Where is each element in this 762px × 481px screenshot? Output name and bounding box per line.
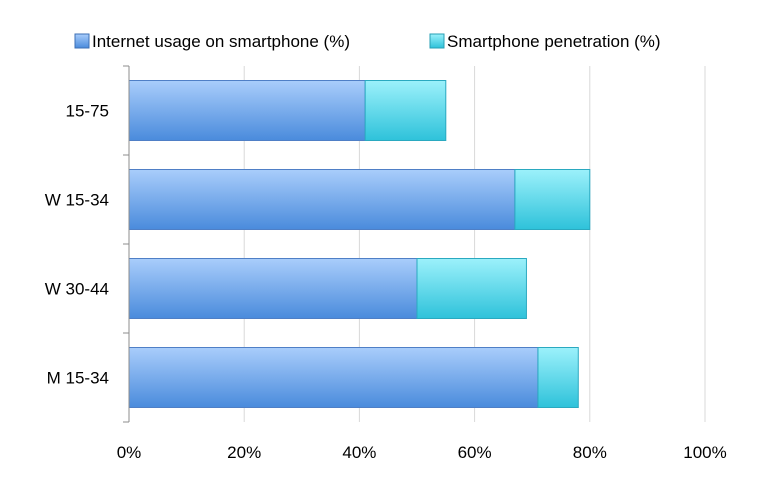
category-label: 15-75 (66, 102, 109, 121)
legend-label-internet-usage: Internet usage on smartphone (%) (92, 32, 350, 51)
bar-w-30-44-series-1 (128, 258, 418, 319)
category-label: W 15-34 (45, 191, 109, 210)
y-axis-ticks (123, 65, 129, 423)
category-label: M 15-34 (47, 369, 109, 388)
x-tick-label: 20% (227, 443, 261, 462)
bar-w-30-44-series-2 (416, 258, 527, 319)
x-tick-label: 0% (117, 443, 142, 462)
legend: Internet usage on smartphone (%) Smartph… (74, 32, 661, 51)
bars (128, 80, 591, 408)
x-tick-label: 100% (683, 443, 726, 462)
x-tick-label: 40% (342, 443, 376, 462)
axes (123, 65, 130, 423)
legend-swatch-smartphone-penetration (429, 33, 445, 49)
category-label: W 30-44 (45, 280, 109, 299)
x-tick-label: 60% (458, 443, 492, 462)
bar-w-15-34-series-1 (128, 169, 516, 230)
category-labels: 15-75 W 15-34 W 30-44 M 15-34 (45, 102, 109, 388)
x-tick-label: 80% (573, 443, 607, 462)
bar-w-15-34-series-2 (514, 169, 591, 230)
legend-label-smartphone-penetration: Smartphone penetration (%) (447, 32, 661, 51)
x-axis-tick-labels: 0% 20% 40% 60% 80% 100% (117, 443, 727, 462)
bar-m-15-34-series-1 (128, 347, 539, 408)
bar-15-75-series-1 (128, 80, 366, 141)
bar-m-15-34-series-2 (537, 347, 579, 408)
legend-swatch-internet-usage (74, 33, 90, 49)
bar-15-75-series-2 (364, 80, 447, 141)
